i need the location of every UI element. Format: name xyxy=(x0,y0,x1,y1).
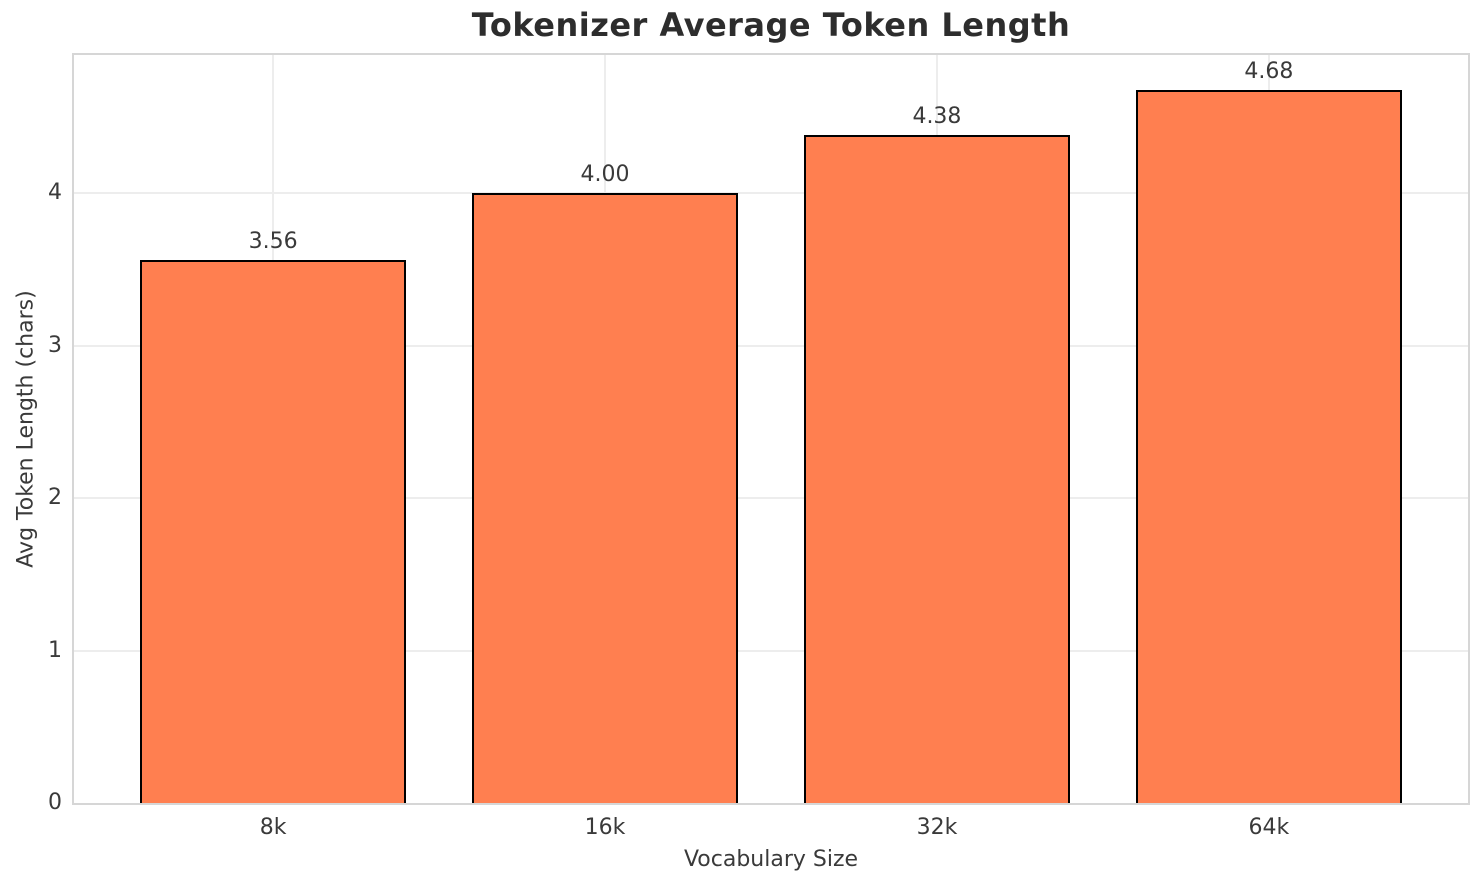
gridline-horizontal xyxy=(74,649,1468,652)
x-tick-label: 16k xyxy=(584,815,626,840)
chart-title: Tokenizer Average Token Length xyxy=(471,6,1071,44)
gridline-horizontal xyxy=(74,192,1468,195)
gridline-horizontal xyxy=(74,344,1468,347)
x-tick-label: 64k xyxy=(1248,815,1290,840)
plot-area: 3.56 4.00 4.38 4.68 xyxy=(72,53,1470,805)
y-tick-label: 0 xyxy=(48,790,62,815)
bar-64k xyxy=(1136,89,1402,803)
y-tick-label: 3 xyxy=(48,332,62,358)
y-tick-label: 1 xyxy=(48,637,62,663)
x-tick-label: 8k xyxy=(259,815,287,840)
bar-value-label: 3.56 xyxy=(248,229,298,255)
bar-value-label: 4.38 xyxy=(912,104,962,130)
plot-inner: 3.56 4.00 4.38 4.68 xyxy=(74,55,1468,803)
bar-value-label: 4.68 xyxy=(1244,58,1294,84)
gridline-horizontal xyxy=(74,497,1468,500)
bar-value-label: 4.00 xyxy=(580,162,630,188)
y-tick-label: 4 xyxy=(48,180,62,206)
bar-8k xyxy=(140,260,406,803)
x-axis-label: Vocabulary Size xyxy=(683,847,859,872)
x-tick-label: 32k xyxy=(916,815,958,840)
bar-32k xyxy=(804,135,1070,803)
y-tick-label: 2 xyxy=(48,485,62,511)
bar-16k xyxy=(472,193,738,803)
